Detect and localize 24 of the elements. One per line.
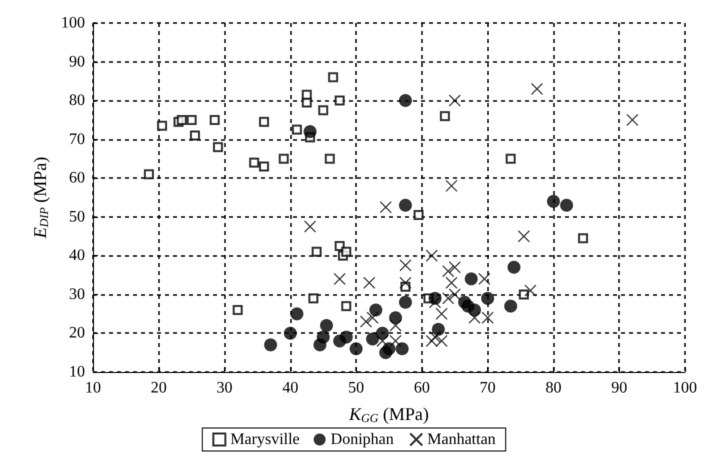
y-tick-label: 20 bbox=[69, 324, 85, 342]
y-tick-label: 60 bbox=[69, 170, 85, 187]
x-tick-label: 30 bbox=[216, 380, 233, 396]
x-tick-label: 10 bbox=[85, 380, 101, 396]
y-tick-label: 50 bbox=[69, 208, 85, 226]
x-tick-label: 20 bbox=[150, 380, 167, 396]
x-tick-label: 70 bbox=[480, 380, 496, 396]
y-tick-label: 90 bbox=[69, 53, 85, 70]
x-tick-label: 50 bbox=[348, 380, 364, 396]
y-axis-title: EDIP (MPa) bbox=[30, 156, 52, 240]
x-tick-label: 90 bbox=[611, 380, 628, 396]
legend-label: Marysville bbox=[230, 431, 300, 448]
y-tick-label: 80 bbox=[69, 92, 85, 110]
x-tick-label: 80 bbox=[545, 380, 562, 396]
y-tick-label: 30 bbox=[69, 286, 85, 303]
x-tick-label: 60 bbox=[414, 380, 430, 396]
y-tick-label: 10 bbox=[69, 364, 85, 380]
legend-label: Doniphan bbox=[330, 431, 394, 448]
y-tick-label: 100 bbox=[61, 14, 85, 32]
x-tick-label: 40 bbox=[282, 380, 298, 396]
y-tick-label: 70 bbox=[69, 130, 85, 148]
legend-label: Manhattan bbox=[427, 431, 496, 448]
y-tick-label: 40 bbox=[69, 247, 85, 264]
x-tick-label: 100 bbox=[673, 380, 697, 396]
